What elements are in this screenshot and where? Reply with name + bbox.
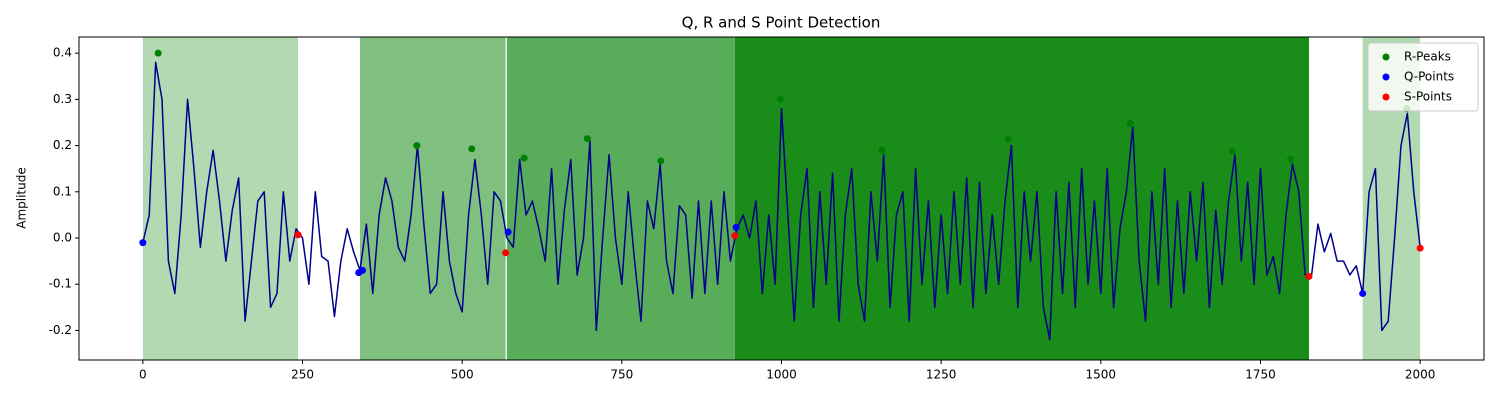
signal-line xyxy=(142,61,1421,341)
legend-label: R-Peaks xyxy=(1404,50,1451,64)
y-tick-label: -0.1 xyxy=(49,277,72,291)
axes-frame xyxy=(78,36,1485,361)
highlight-region xyxy=(360,37,506,360)
x-tick-label: 750 xyxy=(610,368,633,382)
legend-marker xyxy=(1382,53,1390,61)
legend-box xyxy=(1367,42,1479,112)
x-tick-label: 1250 xyxy=(926,368,957,382)
y-tick-label: 0.4 xyxy=(53,46,72,60)
x-tick-label: 1000 xyxy=(766,368,797,382)
y-tick-label: -0.2 xyxy=(49,323,72,337)
marker-point xyxy=(731,232,739,240)
marker-point xyxy=(294,231,302,239)
marker-point xyxy=(520,154,528,162)
marker-point xyxy=(776,95,784,103)
marker-point xyxy=(154,49,162,57)
marker-point xyxy=(1004,136,1012,144)
legend: R-Peaks Q-Points S-Points xyxy=(1367,42,1479,112)
x-tick-label: 2000 xyxy=(1405,368,1436,382)
marker-point xyxy=(732,223,740,231)
marker-point xyxy=(1286,155,1294,163)
marker-point xyxy=(1305,272,1313,280)
marker-point xyxy=(1359,289,1367,297)
x-tick-label: 1750 xyxy=(1245,368,1276,382)
y-tick-label: 0.3 xyxy=(53,92,72,106)
y-tick-label: 0.2 xyxy=(53,138,72,152)
y-tick-label: 0.0 xyxy=(53,231,72,245)
marker-point xyxy=(468,145,476,153)
legend-label: S-Points xyxy=(1404,90,1452,104)
marker-point xyxy=(1416,244,1424,252)
marker-point xyxy=(413,142,421,150)
y-tick-label: 0.1 xyxy=(53,184,72,198)
marker-point xyxy=(1228,148,1236,156)
marker-point xyxy=(657,157,665,165)
highlight-region xyxy=(142,37,299,360)
marker-point xyxy=(139,239,147,247)
marker-point xyxy=(359,266,367,274)
marker-point xyxy=(1126,119,1134,127)
legend-marker xyxy=(1382,73,1390,81)
x-tick-label: 1500 xyxy=(1086,368,1117,382)
highlight-region xyxy=(506,37,735,360)
marker-point xyxy=(878,146,886,154)
marker-point xyxy=(502,249,510,257)
chart-title: Q, R and S Point Detection xyxy=(682,14,881,32)
legend-label: Q-Points xyxy=(1404,70,1454,84)
marker-point xyxy=(504,228,512,236)
x-tick-label: 500 xyxy=(451,368,474,382)
x-tick-label: 0 xyxy=(139,368,147,382)
y-axis-label: Amplitude xyxy=(15,167,29,229)
x-tick-label: 250 xyxy=(291,368,314,382)
marker-point xyxy=(583,135,591,143)
legend-marker xyxy=(1382,93,1390,101)
